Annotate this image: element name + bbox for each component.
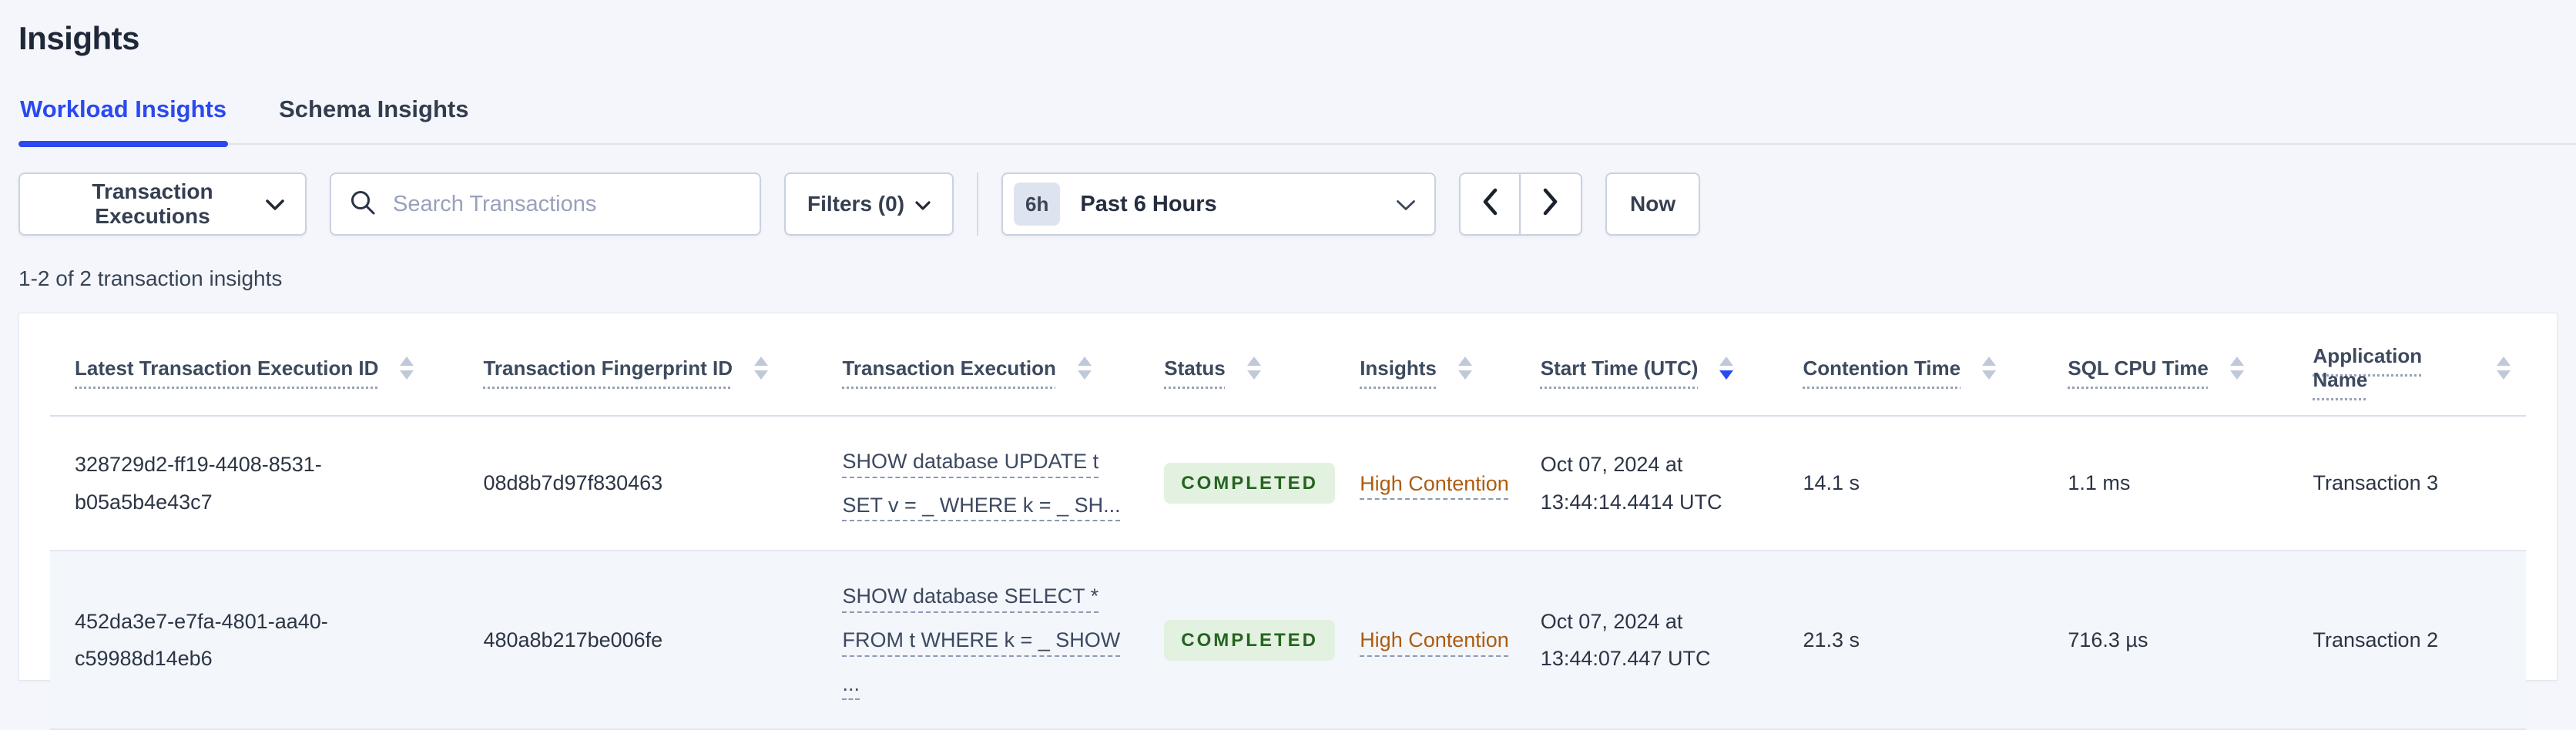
sort-icon	[1457, 357, 1472, 380]
cell-latest-execution-id: 328729d2-ff19-4408-8531- b05a5b4e43c7	[50, 416, 484, 552]
column-header-sql-cpu-time[interactable]: SQL CPU Time	[2068, 313, 2313, 417]
cell-sql-cpu-time: 1.1 ms	[2068, 416, 2313, 552]
transaction-execution-link[interactable]: SHOW database SELECT * FROM t WHERE k = …	[842, 584, 1121, 695]
sort-icon	[1246, 357, 1261, 380]
now-button[interactable]: Now	[1605, 172, 1701, 236]
time-range-selector[interactable]: 6h Past 6 Hours	[1001, 172, 1437, 236]
toolbar-divider	[977, 172, 979, 236]
cell-contention-time: 21.3 s	[1803, 551, 2068, 730]
sort-icon	[1982, 357, 1997, 380]
chevron-down-icon	[1396, 192, 1416, 216]
cell-fingerprint-id: 08d8b7d97f830463	[483, 416, 843, 552]
column-header-transaction-fingerprint-id[interactable]: Transaction Fingerprint ID	[483, 313, 843, 417]
chevron-left-icon	[1482, 188, 1498, 221]
chevron-down-icon	[915, 192, 931, 216]
search-input[interactable]	[391, 190, 741, 218]
chevron-down-icon	[265, 192, 285, 216]
column-header-application-name[interactable]: Application Name	[2313, 313, 2526, 417]
chevron-right-icon	[1543, 188, 1558, 221]
sort-icon	[400, 357, 414, 380]
search-icon	[350, 189, 376, 219]
page-title: Insights	[18, 20, 140, 56]
sort-icon	[1077, 357, 1092, 380]
insights-link[interactable]: High Contention	[1360, 471, 1509, 495]
cell-start-time: Oct 07, 2024 at 13:44:14.4414 UTC	[1540, 416, 1803, 552]
transaction-insights-table: Latest Transaction Execution ID Transact…	[50, 313, 2526, 730]
tab-schema-insights[interactable]: Schema Insights	[279, 95, 469, 122]
report-type-dropdown[interactable]: Transaction Executions	[18, 172, 307, 236]
cell-sql-cpu-time: 716.3 µs	[2068, 551, 2313, 730]
status-badge: COMPLETED	[1164, 619, 1335, 661]
insights-link[interactable]: High Contention	[1360, 628, 1509, 652]
column-header-contention-time[interactable]: Contention Time	[1803, 313, 2068, 417]
results-count: 1-2 of 2 transaction insights	[18, 266, 283, 290]
status-badge: COMPLETED	[1164, 462, 1335, 504]
time-step-buttons	[1459, 172, 1583, 236]
column-header-transaction-execution[interactable]: Transaction Execution	[842, 313, 1165, 417]
table-row: 328729d2-ff19-4408-8531- b05a5b4e43c7 08…	[50, 416, 2526, 552]
insights-page: Insights Workload Insights Schema Insigh…	[18, 20, 2576, 730]
sort-icon	[2497, 357, 2511, 380]
insights-table-card: Latest Transaction Execution ID Transact…	[18, 313, 2558, 730]
cell-contention-time: 14.1 s	[1803, 416, 2068, 552]
time-prev-button[interactable]	[1459, 172, 1521, 236]
cell-application-name: Transaction 2	[2313, 551, 2526, 730]
search-box[interactable]	[330, 172, 761, 236]
cell-fingerprint-id: 480a8b217be006fe	[483, 551, 843, 730]
cell-application-name: Transaction 3	[2313, 416, 2526, 552]
toolbar: Transaction Executions Filters (0) 6h Pa…	[18, 172, 2558, 236]
sort-icon	[754, 357, 769, 380]
filters-button[interactable]: Filters (0)	[784, 172, 954, 236]
sort-icon-active-desc	[1719, 357, 1734, 380]
column-header-status[interactable]: Status	[1164, 313, 1360, 417]
time-range-badge: 6h	[1014, 182, 1061, 226]
sort-icon	[2229, 357, 2244, 380]
table-header-row: Latest Transaction Execution ID Transact…	[50, 313, 2526, 417]
column-header-insights[interactable]: Insights	[1360, 313, 1541, 417]
column-header-latest-transaction-execution-id[interactable]: Latest Transaction Execution ID	[50, 313, 484, 417]
tabs-bar: Workload Insights Schema Insights	[18, 95, 2576, 147]
tab-workload-insights[interactable]: Workload Insights	[18, 95, 229, 147]
table-row: 452da3e7-e7fa-4801-aa40- c59988d14eb6 48…	[50, 551, 2526, 730]
cell-latest-execution-id: 452da3e7-e7fa-4801-aa40- c59988d14eb6	[50, 551, 484, 730]
time-range-label: Past 6 Hours	[1080, 191, 1217, 216]
time-next-button[interactable]	[1521, 172, 1583, 236]
cell-start-time: Oct 07, 2024 at 13:44:07.447 UTC	[1540, 551, 1803, 730]
column-header-start-time[interactable]: Start Time (UTC)	[1540, 313, 1803, 417]
report-type-label: Transaction Executions	[92, 179, 213, 228]
filters-label: Filters (0)	[807, 192, 905, 216]
transaction-execution-link[interactable]: SHOW database UPDATE t SET v = _ WHERE k…	[842, 450, 1121, 517]
